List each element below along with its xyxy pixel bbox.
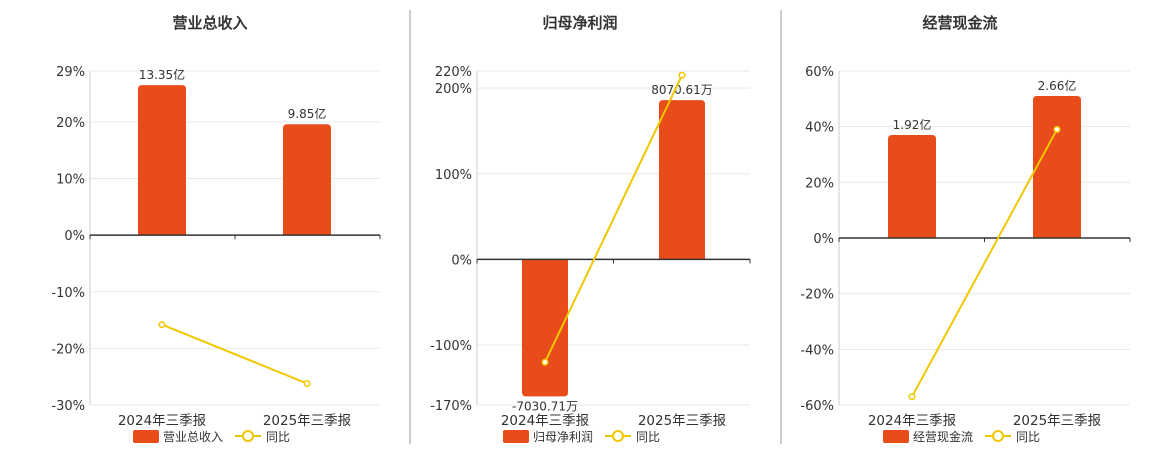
- bar-data-label: 9.85亿: [288, 106, 327, 121]
- y-tick-label: 100%: [435, 168, 472, 183]
- legend-bar-label: 营业总收入: [163, 430, 223, 444]
- legend-bar-swatch: [883, 430, 909, 443]
- line-point: [158, 321, 166, 329]
- legend-line-label: 同比: [636, 430, 660, 444]
- chart-title: 经营现金流: [922, 14, 997, 32]
- chart-panel-2: 归母净利润 220% 200% 100% 0% -100% -170% -7030.71万 80…: [430, 14, 751, 444]
- line-point: [541, 358, 549, 366]
- line-series: [544, 74, 683, 363]
- legend-line-label: 同比: [266, 430, 290, 444]
- bar-data-label: 1.92亿: [893, 117, 932, 132]
- x-tick-label: 2025年三季报: [1013, 413, 1101, 429]
- legend-bar-label: 归母净利润: [533, 430, 593, 444]
- y-tick-label: -170%: [430, 399, 472, 414]
- legend-bar-swatch: [503, 430, 529, 443]
- y-tick-label: -40%: [800, 343, 834, 358]
- y-tick-label: 220%: [435, 65, 472, 80]
- legend-bar-label: 经营现金流: [913, 429, 973, 444]
- legend-line-marker: [242, 430, 254, 442]
- bar-data-label: 13.35亿: [139, 67, 185, 82]
- legend-line-marker: [612, 430, 624, 442]
- y-tick-label: -10%: [51, 286, 85, 301]
- line-point: [678, 71, 686, 79]
- bar-data-label: 8070.61万: [651, 83, 713, 97]
- line-point: [303, 379, 311, 388]
- chart-title: 营业总收入: [172, 14, 247, 32]
- x-tick-label: 2024年三季报: [501, 413, 589, 429]
- chart-panel-3: 经营现金流 60% 40% 20% 0% -20% -40% -60% 1.92亿 2.66亿 20…: [800, 14, 1131, 444]
- x-tick-label: 2025年三季报: [638, 413, 726, 429]
- y-tick-label: 60%: [805, 65, 834, 80]
- bar: [1033, 96, 1081, 238]
- bar: [283, 124, 331, 236]
- chart-title: 归母净利润: [542, 14, 617, 32]
- legend-line-marker: [992, 430, 1004, 442]
- line-point: [908, 393, 916, 401]
- y-tick-label: 10%: [56, 173, 85, 188]
- y-tick-label: 40%: [805, 121, 834, 136]
- line-series: [161, 323, 308, 385]
- legend-bar-swatch: [133, 430, 159, 443]
- y-tick-label: -20%: [51, 342, 85, 357]
- bar-data-label: -7030.71万: [512, 399, 578, 413]
- x-tick-label: 2024年三季报: [118, 413, 206, 429]
- y-tick-label: 29%: [56, 65, 85, 80]
- y-tick-label: -60%: [800, 399, 834, 414]
- bar: [888, 135, 936, 238]
- line-series: [911, 128, 1058, 398]
- y-tick-label: -100%: [430, 339, 472, 354]
- bar: [522, 259, 568, 397]
- y-tick-label: 200%: [435, 82, 472, 97]
- x-tick-label: 2025年三季报: [263, 413, 351, 429]
- bar-data-label: 2.66亿: [1038, 78, 1077, 93]
- bar: [138, 85, 186, 236]
- y-tick-label: 0%: [64, 229, 85, 244]
- y-tick-label: -20%: [800, 288, 834, 303]
- chart-panel-1: 营业总收入 29% 20% 10% 0% -10% -20% -30% 13.35亿 9.85亿 2…: [51, 14, 381, 444]
- y-tick-label: 20%: [56, 116, 85, 131]
- y-tick-label: 0%: [451, 253, 472, 268]
- legend-line-label: 同比: [1016, 430, 1040, 444]
- y-tick-label: 0%: [813, 232, 834, 247]
- x-tick-label: 2024年三季报: [868, 413, 956, 429]
- y-tick-label: 20%: [805, 176, 834, 191]
- y-tick-label: -30%: [51, 399, 85, 414]
- bar: [659, 100, 705, 260]
- line-point: [1053, 125, 1061, 133]
